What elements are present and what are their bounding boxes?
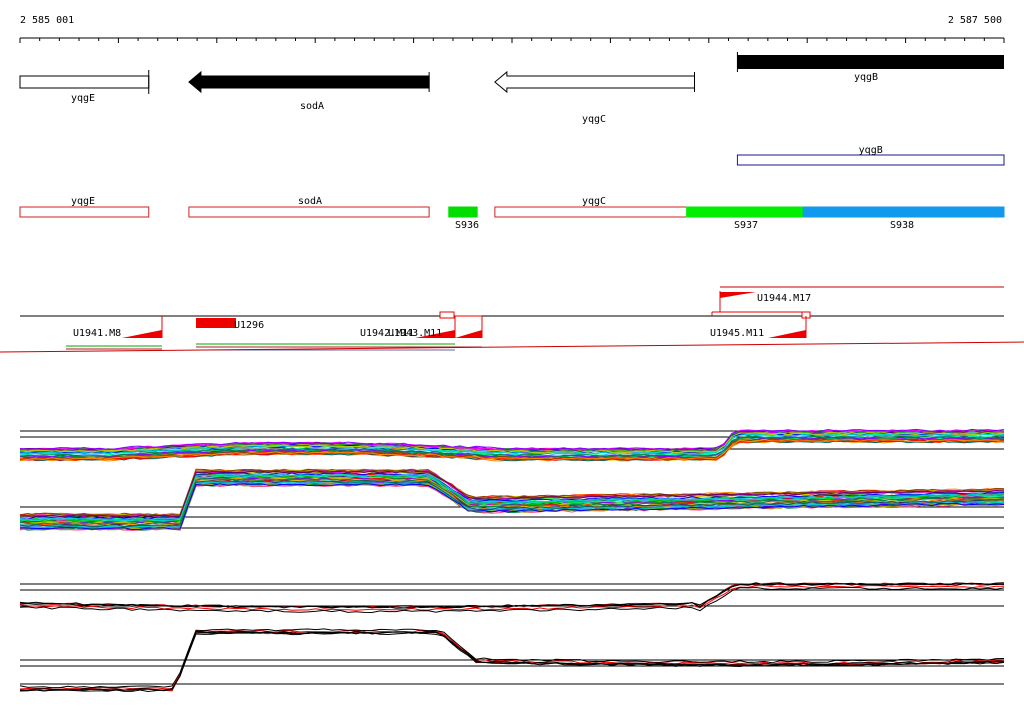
gene-label: yqgE <box>71 93 95 104</box>
profile-panel-1 <box>19 428 1005 462</box>
annotation-label: sodA <box>298 196 322 207</box>
profile-line <box>19 439 1005 461</box>
gene-track: yqgE sodA yqgC yqgB <box>19 52 1004 125</box>
transcript-U1945.M11[interactable]: U1945.M11 <box>710 316 807 339</box>
expression-profiles <box>19 428 1005 693</box>
annotation-S936[interactable]: S936 <box>448 206 479 231</box>
annotation-sodA[interactable]: sodA <box>188 196 430 218</box>
profile-line <box>19 474 1005 522</box>
profile-line <box>19 477 1005 526</box>
transcript-U1944.M17[interactable]: U1944.M17 <box>711 291 811 319</box>
profile-line <box>19 582 1005 609</box>
transcript-label: U1296 <box>234 320 264 331</box>
profile-line <box>19 432 1005 454</box>
transcript-shape[interactable] <box>196 318 236 328</box>
gene-track-secondary: yqgB <box>736 145 1005 166</box>
annotation-shape[interactable] <box>686 206 804 218</box>
gene-shape[interactable] <box>19 75 150 89</box>
transcript-shape[interactable] <box>415 330 455 338</box>
annotation-label: yqgC <box>582 196 606 207</box>
transcript-label: U1941.M8 <box>73 328 121 339</box>
profile-line <box>19 631 1005 692</box>
gene-label: yqgC <box>582 114 606 125</box>
annotation-shape[interactable] <box>494 206 696 218</box>
gene-shape[interactable] <box>494 70 696 94</box>
gene-shape[interactable] <box>188 70 430 94</box>
track-divider <box>0 341 1024 353</box>
profile-line <box>19 584 1004 611</box>
profile-line <box>19 480 1005 528</box>
transcript-U1943.M11[interactable]: U1943.M11 <box>388 316 483 339</box>
profile-line <box>19 483 1005 531</box>
transcript-shape[interactable] <box>122 330 162 338</box>
gene-sodA[interactable]: sodA <box>188 70 430 112</box>
annotation-label: S938 <box>890 220 914 231</box>
profile-panel-4 <box>19 628 1005 693</box>
transcript-shape[interactable] <box>768 330 806 338</box>
annotation-label: S937 <box>734 220 758 231</box>
gene-label: sodA <box>300 101 324 112</box>
transcript-label: U1943.M11 <box>388 328 442 339</box>
profile-line <box>19 438 1005 461</box>
coverage-summary <box>0 341 1024 353</box>
gene-shape[interactable] <box>737 55 1004 69</box>
annotation-shape[interactable] <box>802 206 1005 218</box>
gene-yqgC[interactable]: yqgC <box>494 70 696 125</box>
annotation-yqgC[interactable]: yqgC <box>494 196 696 218</box>
transcript-label: U1944.M17 <box>757 293 811 304</box>
transcript-label: U1945.M11 <box>710 328 764 339</box>
annotation-shape[interactable] <box>188 206 430 218</box>
annotation-track: yqgE sodA S936 yqgC S937 S938 <box>19 196 1005 231</box>
gene-yqgB-secondary[interactable]: yqgB <box>736 145 1005 166</box>
annotation-S937[interactable]: S937 <box>686 206 804 231</box>
profile-line <box>19 470 1005 518</box>
gene-label: yqgB <box>854 72 878 83</box>
ruler-start-label: 2 585 001 <box>20 15 74 26</box>
gene-yqgE[interactable]: yqgE <box>19 70 150 104</box>
ruler-ticks <box>19 38 1005 43</box>
coordinate-ruler: 2 585 001 2 587 500 <box>19 15 1005 43</box>
annotation-label: yqgE <box>71 196 95 207</box>
transcript-shape[interactable] <box>455 330 482 338</box>
gene-shape[interactable] <box>736 154 1005 166</box>
ruler-end-label: 2 587 500 <box>948 15 1002 26</box>
profile-line <box>19 433 1005 455</box>
transcript-U1942.M11[interactable]: U1942.M11 <box>360 316 456 339</box>
profile-line <box>19 586 1005 614</box>
profile-line <box>19 468 1005 517</box>
annotation-yqgE[interactable]: yqgE <box>19 196 150 218</box>
profile-line <box>19 630 1004 691</box>
profile-line <box>19 631 1005 693</box>
annotation-shape[interactable] <box>448 206 478 218</box>
gene-label: yqgB <box>859 145 883 156</box>
profile-line <box>20 631 1005 692</box>
annotation-label: S936 <box>455 220 479 231</box>
gene-yqgB[interactable]: yqgB <box>736 52 1004 83</box>
annotation-shape[interactable] <box>19 206 150 218</box>
transcript-U1941.M8[interactable]: U1941.M8 <box>73 316 163 339</box>
profile-panel-2 <box>19 468 1005 531</box>
profile-line <box>19 628 1005 689</box>
transcript-shape[interactable] <box>720 292 756 298</box>
profile-panel-3 <box>19 582 1005 614</box>
transcript-label: U1942.M11 <box>360 328 414 339</box>
profile-line <box>19 428 1005 451</box>
profile-line <box>19 435 1005 457</box>
transcript-U1296[interactable]: U1296 <box>196 318 264 331</box>
annotation-S938[interactable]: S938 <box>802 206 1005 231</box>
